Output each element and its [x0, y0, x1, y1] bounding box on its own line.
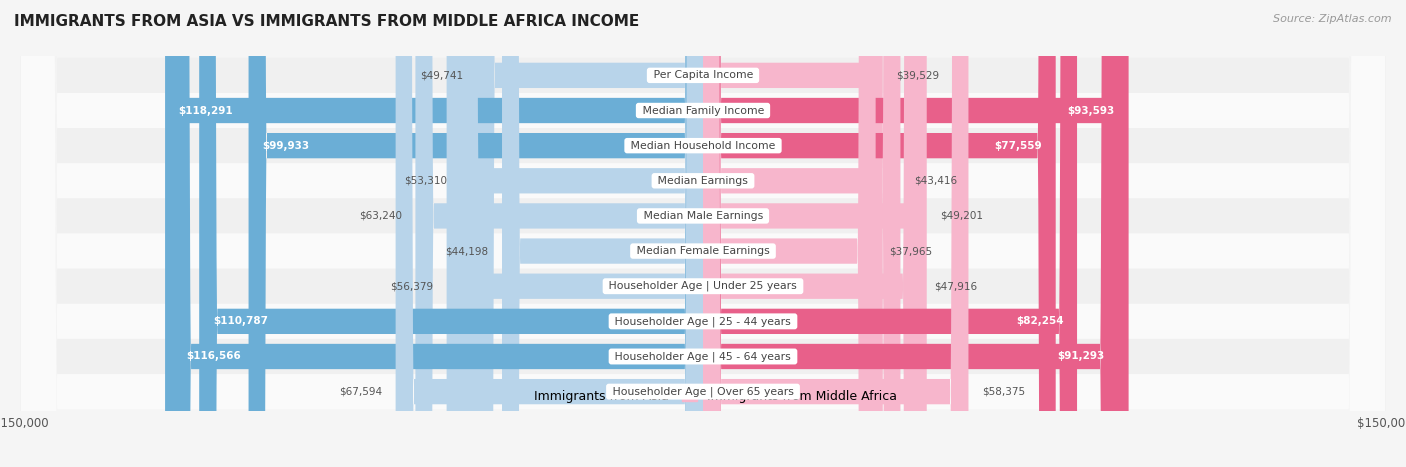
FancyBboxPatch shape — [703, 0, 900, 467]
Text: $63,240: $63,240 — [359, 211, 402, 221]
FancyBboxPatch shape — [703, 0, 1129, 467]
Text: Median Male Earnings: Median Male Earnings — [640, 211, 766, 221]
FancyBboxPatch shape — [21, 0, 1385, 467]
FancyBboxPatch shape — [703, 0, 883, 467]
FancyBboxPatch shape — [21, 0, 1385, 467]
FancyBboxPatch shape — [21, 0, 1385, 467]
Text: Householder Age | 45 - 64 years: Householder Age | 45 - 64 years — [612, 351, 794, 362]
FancyBboxPatch shape — [395, 0, 703, 467]
Text: $58,375: $58,375 — [983, 387, 1025, 396]
FancyBboxPatch shape — [703, 0, 1056, 467]
FancyBboxPatch shape — [165, 0, 703, 467]
FancyBboxPatch shape — [703, 0, 969, 467]
FancyBboxPatch shape — [21, 0, 1385, 467]
Text: Householder Age | 25 - 44 years: Householder Age | 25 - 44 years — [612, 316, 794, 326]
FancyBboxPatch shape — [461, 0, 703, 467]
Text: $44,198: $44,198 — [446, 246, 488, 256]
Text: $56,379: $56,379 — [389, 281, 433, 291]
Text: $47,916: $47,916 — [935, 281, 977, 291]
FancyBboxPatch shape — [21, 0, 1385, 467]
FancyBboxPatch shape — [703, 0, 1077, 467]
Text: $110,787: $110,787 — [212, 316, 269, 326]
FancyBboxPatch shape — [200, 0, 703, 467]
FancyBboxPatch shape — [249, 0, 703, 467]
Text: $77,559: $77,559 — [994, 141, 1042, 151]
Text: $116,566: $116,566 — [187, 352, 242, 361]
Text: Median Family Income: Median Family Income — [638, 106, 768, 115]
FancyBboxPatch shape — [703, 0, 876, 467]
FancyBboxPatch shape — [21, 0, 1385, 467]
FancyBboxPatch shape — [703, 0, 921, 467]
Text: $49,741: $49,741 — [420, 71, 463, 80]
Text: Median Household Income: Median Household Income — [627, 141, 779, 151]
FancyBboxPatch shape — [21, 0, 1385, 467]
FancyBboxPatch shape — [415, 0, 703, 467]
Text: Householder Age | Over 65 years: Householder Age | Over 65 years — [609, 386, 797, 397]
Text: Source: ZipAtlas.com: Source: ZipAtlas.com — [1274, 14, 1392, 24]
FancyBboxPatch shape — [703, 0, 1118, 467]
Text: $118,291: $118,291 — [179, 106, 233, 115]
Text: $82,254: $82,254 — [1015, 316, 1063, 326]
FancyBboxPatch shape — [477, 0, 703, 467]
FancyBboxPatch shape — [21, 0, 1385, 467]
Text: $99,933: $99,933 — [262, 141, 309, 151]
FancyBboxPatch shape — [21, 0, 1385, 467]
FancyBboxPatch shape — [21, 0, 1385, 467]
Text: Householder Age | Under 25 years: Householder Age | Under 25 years — [606, 281, 800, 291]
FancyBboxPatch shape — [447, 0, 703, 467]
Text: IMMIGRANTS FROM ASIA VS IMMIGRANTS FROM MIDDLE AFRICA INCOME: IMMIGRANTS FROM ASIA VS IMMIGRANTS FROM … — [14, 14, 640, 29]
Text: $43,416: $43,416 — [914, 176, 957, 186]
FancyBboxPatch shape — [502, 0, 703, 467]
Text: Median Earnings: Median Earnings — [654, 176, 752, 186]
Text: Per Capita Income: Per Capita Income — [650, 71, 756, 80]
Text: $37,965: $37,965 — [889, 246, 932, 256]
Text: $49,201: $49,201 — [941, 211, 983, 221]
FancyBboxPatch shape — [703, 0, 927, 467]
Text: $93,593: $93,593 — [1067, 106, 1115, 115]
Text: $39,529: $39,529 — [897, 71, 939, 80]
Text: $91,293: $91,293 — [1057, 352, 1105, 361]
FancyBboxPatch shape — [173, 0, 703, 467]
Text: Median Female Earnings: Median Female Earnings — [633, 246, 773, 256]
Text: $67,594: $67,594 — [339, 387, 382, 396]
Text: $53,310: $53,310 — [404, 176, 447, 186]
Legend: Immigrants from Asia, Immigrants from Middle Africa: Immigrants from Asia, Immigrants from Mi… — [505, 385, 901, 408]
